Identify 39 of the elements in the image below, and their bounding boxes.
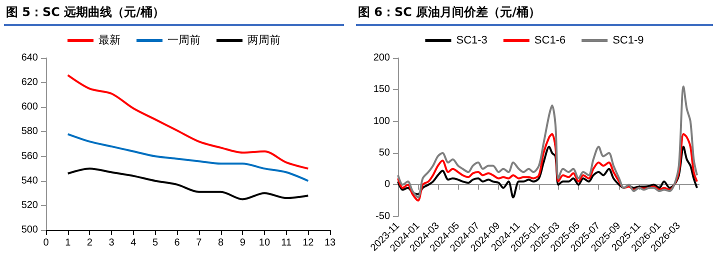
x-tick-label: 8: [218, 238, 224, 248]
legend-label: SC1-9: [612, 34, 644, 46]
chart-title: 图 6：SC 原油月间价差（元/桶）: [356, 0, 713, 26]
y-tick-label: 540: [21, 175, 38, 186]
y-tick-label: 580: [21, 126, 38, 138]
y-tick-label: 500: [21, 224, 38, 236]
y-tick-label: 0: [384, 179, 390, 190]
x-tick-label: 7: [196, 238, 202, 248]
x-tick-label: 5: [152, 238, 158, 248]
y-tick-label: 560: [21, 150, 38, 162]
x-tick-label: 4: [130, 238, 137, 248]
x-tick-label: 6: [174, 238, 180, 248]
line-series: [66, 74, 310, 170]
legend-label: 一周前: [168, 34, 200, 46]
legend-label: 两周前: [248, 34, 280, 46]
legend-label: SC1-3: [456, 34, 488, 46]
y-tick-label: -50: [376, 210, 390, 222]
x-tick-label: 12: [302, 238, 314, 248]
x-tick-label: 3: [108, 238, 115, 248]
y-tick-label: 100: [373, 116, 390, 127]
line-series: [66, 133, 310, 182]
x-tick-label: 0: [43, 238, 50, 248]
y-tick-label: 50: [378, 148, 390, 159]
y-tick-label: 150: [373, 84, 390, 96]
legend-label: 最新: [98, 34, 120, 46]
x-tick-label: 10: [258, 238, 270, 248]
line-series: [66, 168, 310, 200]
x-tick-label: 2: [86, 238, 93, 248]
x-tick-label: 9: [240, 238, 246, 248]
y-tick-label: 600: [21, 102, 38, 113]
legend-label: SC1-6: [534, 34, 566, 46]
y-tick-label: 640: [21, 52, 38, 64]
chart-title: 图 5：SC 远期曲线（元/桶）: [4, 0, 344, 26]
x-tick-label: 11: [281, 238, 292, 248]
y-tick-label: 620: [21, 77, 38, 88]
x-tick-label: 13: [324, 238, 336, 248]
y-tick-label: 520: [21, 200, 38, 211]
x-tick-label: 1: [65, 238, 72, 248]
y-tick-label: 200: [373, 52, 390, 64]
